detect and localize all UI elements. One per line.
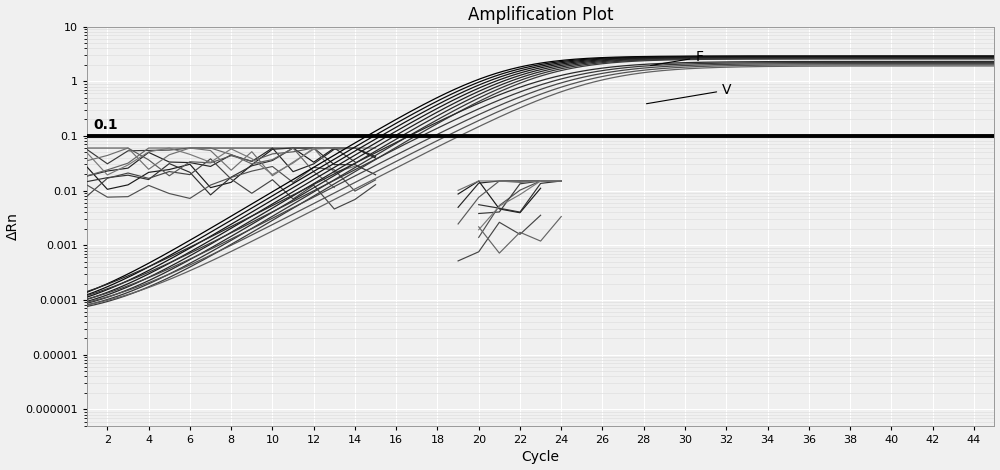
X-axis label: Cycle: Cycle <box>522 450 560 464</box>
Text: F: F <box>651 50 703 65</box>
Title: Amplification Plot: Amplification Plot <box>468 6 613 24</box>
Text: 0.1: 0.1 <box>93 118 118 132</box>
Y-axis label: ΔRn: ΔRn <box>6 212 20 240</box>
Text: V: V <box>646 83 732 104</box>
